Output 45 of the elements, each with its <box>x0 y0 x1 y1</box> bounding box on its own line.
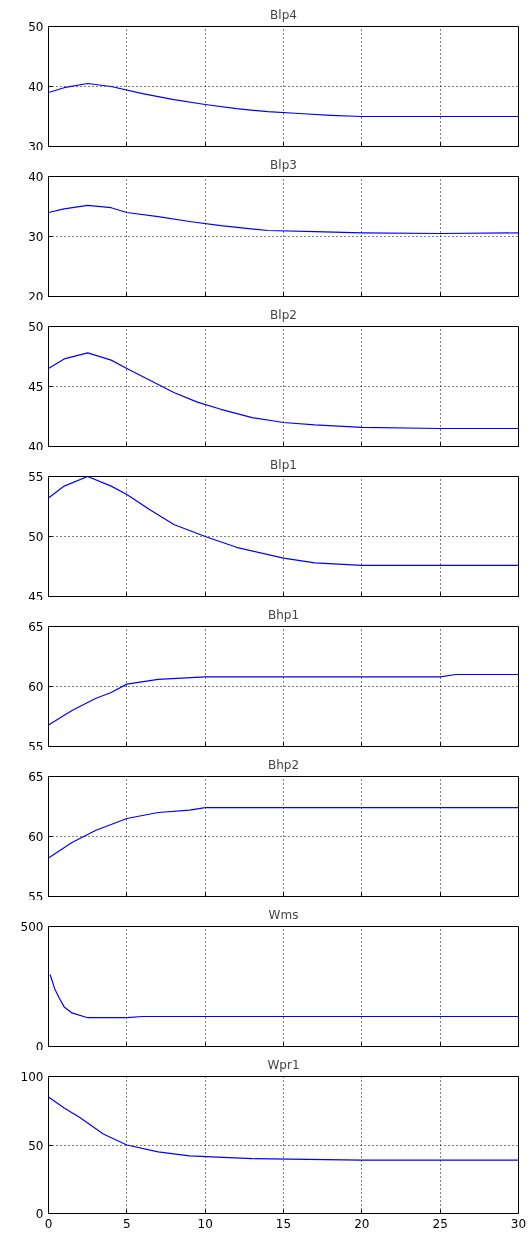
chart-title: Blp3 <box>270 157 297 172</box>
chart-title: Blp1 <box>270 457 297 472</box>
chart-title: Bhp2 <box>267 757 300 772</box>
chart-title: Wpr1 <box>267 1057 300 1072</box>
y-tick-label: 50 <box>28 320 44 334</box>
y-tick-label: 45 <box>28 589 44 604</box>
chart-title: Blp2 <box>270 307 297 322</box>
y-tick-label: 100 <box>20 1070 44 1084</box>
line-series <box>48 1096 519 1161</box>
chart-title: Bhp1 <box>267 607 300 622</box>
x-tick-label: 10 <box>197 1216 213 1231</box>
line-series <box>49 973 519 1019</box>
y-tick-label: 20 <box>28 289 44 304</box>
line-series <box>48 673 519 726</box>
x-tick-label: 30 <box>510 1216 527 1231</box>
y-tick-label: 55 <box>28 470 44 484</box>
x-tick-label: 5 <box>123 1216 131 1231</box>
line-series <box>48 352 519 430</box>
y-tick-label: 55 <box>28 889 44 904</box>
x-tick-label: 25 <box>432 1216 448 1231</box>
y-tick-label: 40 <box>28 439 44 454</box>
y-tick-label: 55 <box>28 739 44 754</box>
y-tick-label: 50 <box>28 20 44 34</box>
y-tick-label: 50 <box>28 1138 44 1153</box>
line-series <box>48 82 519 118</box>
y-tick-label: 60 <box>28 680 44 694</box>
chart-title: Blp4 <box>270 7 297 22</box>
y-tick-label: 50 <box>28 530 44 544</box>
y-tick-label: 0 <box>35 1039 44 1054</box>
y-tick-label: 65 <box>28 620 44 634</box>
y-tick-label: 65 <box>28 770 44 784</box>
y-tick-label: 60 <box>28 830 44 844</box>
line-series <box>48 807 519 859</box>
y-tick-label: 30 <box>28 139 44 154</box>
line-series <box>48 476 519 566</box>
chart-title: Wms <box>268 907 299 922</box>
y-tick-label: 0 <box>35 1207 44 1221</box>
y-tick-label: 500 <box>20 920 44 934</box>
x-tick-label: 15 <box>275 1216 292 1231</box>
y-tick-label: 30 <box>28 230 44 244</box>
line-series <box>48 204 519 235</box>
y-tick-label: 45 <box>28 380 44 394</box>
y-tick-label: 40 <box>28 170 44 184</box>
x-tick-label: 20 <box>354 1216 370 1231</box>
y-tick-label: 40 <box>28 80 44 94</box>
